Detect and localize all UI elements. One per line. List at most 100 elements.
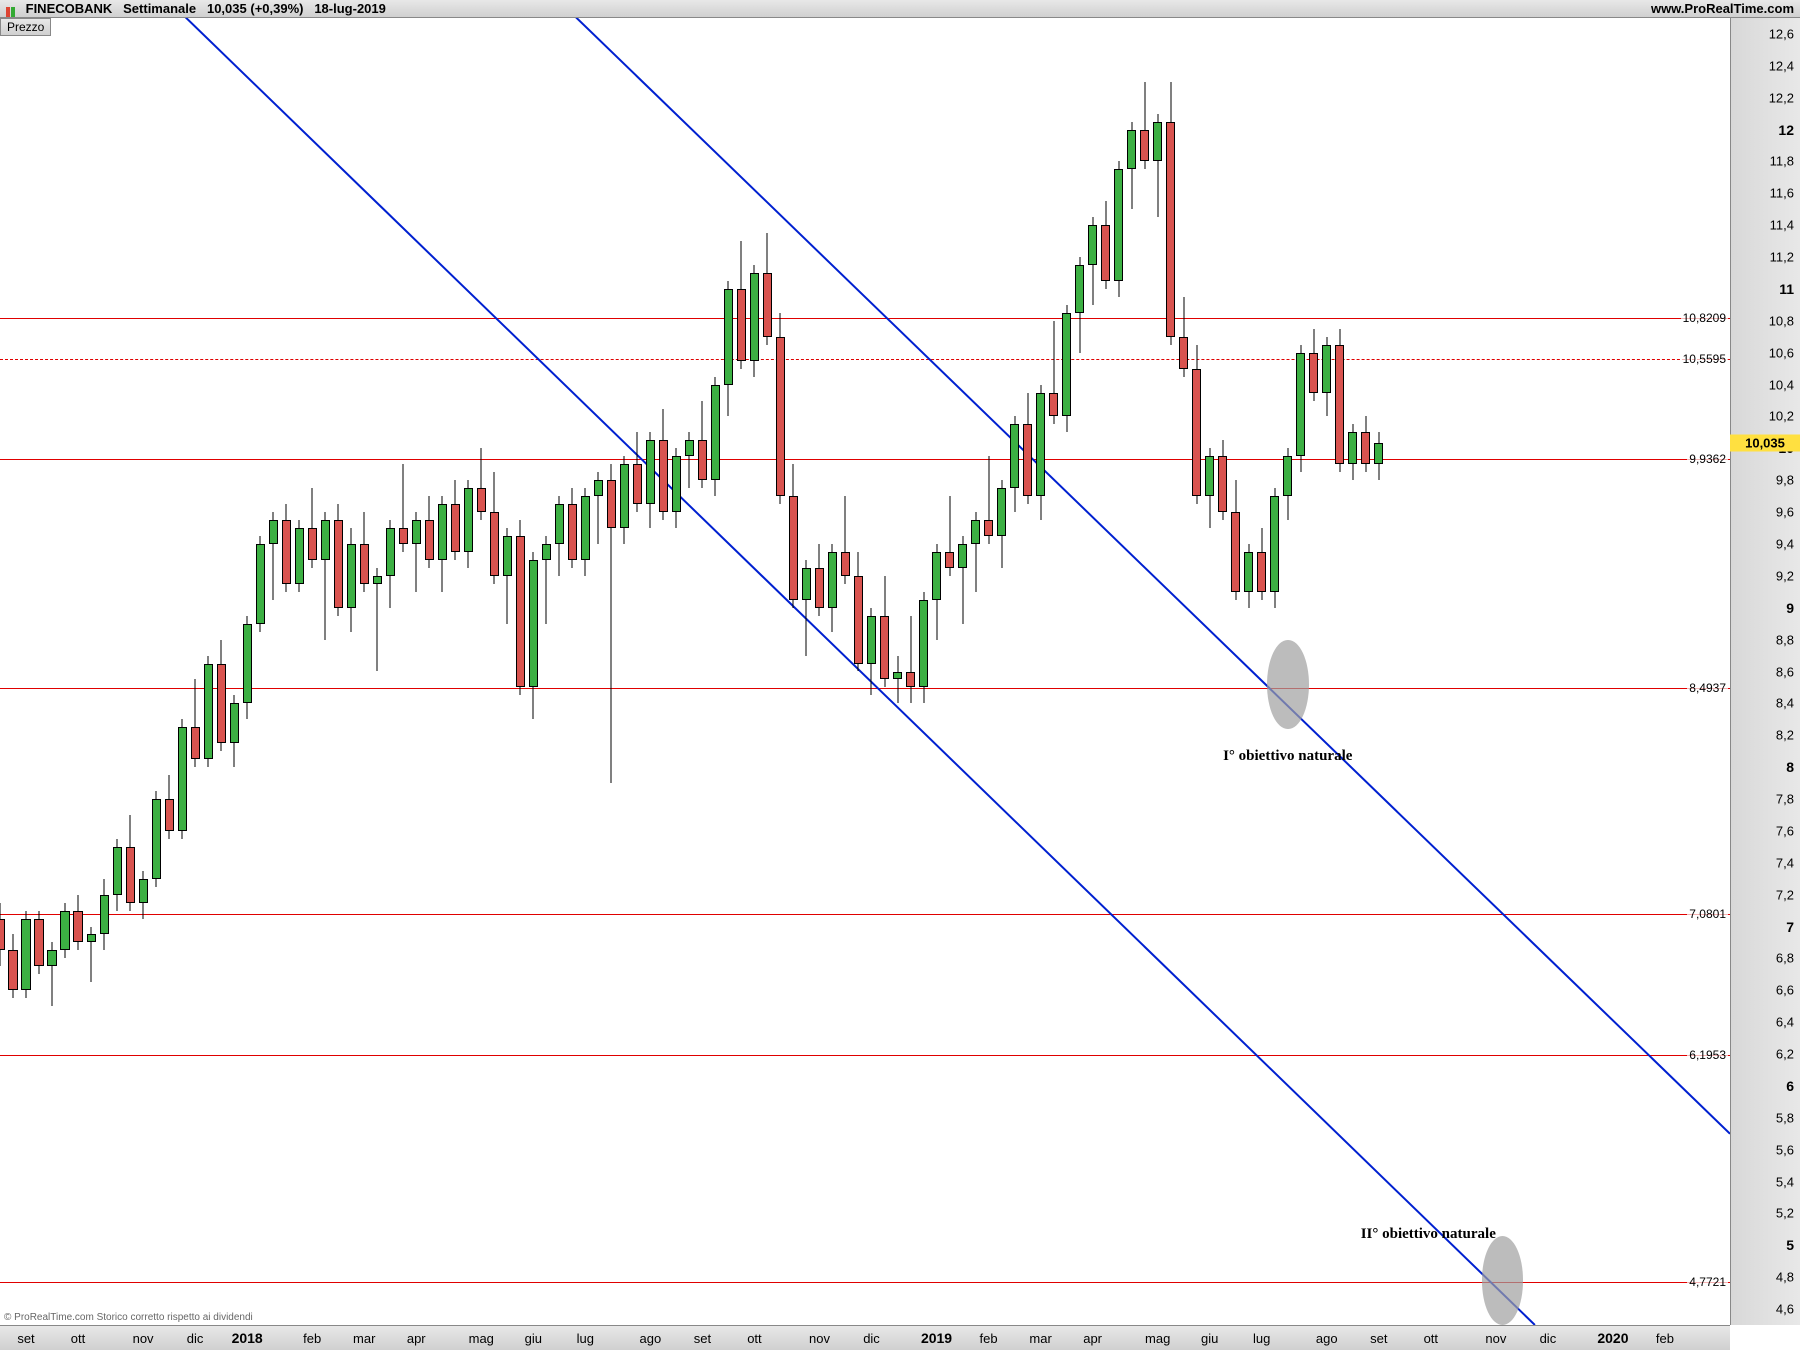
candlestick[interactable] — [1101, 18, 1110, 1325]
candlestick[interactable] — [737, 18, 746, 1325]
candlestick[interactable] — [594, 18, 603, 1325]
candlestick[interactable] — [1062, 18, 1071, 1325]
candlestick[interactable] — [1153, 18, 1162, 1325]
candlestick[interactable] — [906, 18, 915, 1325]
candlestick[interactable] — [503, 18, 512, 1325]
candlestick[interactable] — [1114, 18, 1123, 1325]
candlestick[interactable] — [1166, 18, 1175, 1325]
candlestick[interactable] — [997, 18, 1006, 1325]
candlestick[interactable] — [659, 18, 668, 1325]
y-axis[interactable]: 4,64,855,25,45,65,866,26,46,66,877,27,47… — [1730, 18, 1800, 1325]
site-link[interactable]: www.ProRealTime.com — [1651, 1, 1794, 16]
candlestick[interactable] — [841, 18, 850, 1325]
candlestick[interactable] — [334, 18, 343, 1325]
candlestick[interactable] — [867, 18, 876, 1325]
candlestick[interactable] — [1088, 18, 1097, 1325]
candlestick[interactable] — [633, 18, 642, 1325]
candlestick[interactable] — [607, 18, 616, 1325]
candlestick[interactable] — [230, 18, 239, 1325]
candlestick[interactable] — [555, 18, 564, 1325]
candlestick[interactable] — [295, 18, 304, 1325]
candlestick[interactable] — [1296, 18, 1305, 1325]
candlestick[interactable] — [139, 18, 148, 1325]
candlestick[interactable] — [360, 18, 369, 1325]
candlestick[interactable] — [620, 18, 629, 1325]
candlestick[interactable] — [893, 18, 902, 1325]
candlestick[interactable] — [321, 18, 330, 1325]
candlestick[interactable] — [880, 18, 889, 1325]
candlestick[interactable] — [568, 18, 577, 1325]
candlestick[interactable] — [685, 18, 694, 1325]
candlestick[interactable] — [1049, 18, 1058, 1325]
candlestick[interactable] — [243, 18, 252, 1325]
candlestick[interactable] — [386, 18, 395, 1325]
candlestick[interactable] — [698, 18, 707, 1325]
candlestick[interactable] — [763, 18, 772, 1325]
candlestick[interactable] — [971, 18, 980, 1325]
candlestick[interactable] — [282, 18, 291, 1325]
candlestick[interactable] — [802, 18, 811, 1325]
candlestick[interactable] — [581, 18, 590, 1325]
candlestick[interactable] — [217, 18, 226, 1325]
candlestick[interactable] — [8, 18, 17, 1325]
candlestick[interactable] — [1244, 18, 1253, 1325]
candlestick[interactable] — [1270, 18, 1279, 1325]
candlestick[interactable] — [47, 18, 56, 1325]
candlestick[interactable] — [1192, 18, 1201, 1325]
candlestick[interactable] — [1127, 18, 1136, 1325]
candlestick[interactable] — [529, 18, 538, 1325]
candlestick[interactable] — [854, 18, 863, 1325]
candlestick[interactable] — [1036, 18, 1045, 1325]
candlestick[interactable] — [399, 18, 408, 1325]
candlestick[interactable] — [464, 18, 473, 1325]
candlestick[interactable] — [1023, 18, 1032, 1325]
candlestick[interactable] — [490, 18, 499, 1325]
candlestick[interactable] — [542, 18, 551, 1325]
candlestick[interactable] — [477, 18, 486, 1325]
candlestick[interactable] — [672, 18, 681, 1325]
candlestick[interactable] — [60, 18, 69, 1325]
candlestick[interactable] — [1322, 18, 1331, 1325]
candlestick[interactable] — [438, 18, 447, 1325]
candlestick[interactable] — [1205, 18, 1214, 1325]
candlestick[interactable] — [373, 18, 382, 1325]
candlestick[interactable] — [0, 18, 5, 1325]
candlestick[interactable] — [1335, 18, 1344, 1325]
candlestick[interactable] — [347, 18, 356, 1325]
candlestick[interactable] — [1179, 18, 1188, 1325]
candlestick[interactable] — [1257, 18, 1266, 1325]
candlestick[interactable] — [1374, 18, 1383, 1325]
candlestick[interactable] — [932, 18, 941, 1325]
candlestick[interactable] — [21, 18, 30, 1325]
candlestick[interactable] — [308, 18, 317, 1325]
candlestick[interactable] — [126, 18, 135, 1325]
candlestick[interactable] — [204, 18, 213, 1325]
candlestick[interactable] — [73, 18, 82, 1325]
candlestick[interactable] — [113, 18, 122, 1325]
candlestick[interactable] — [256, 18, 265, 1325]
candlestick[interactable] — [789, 18, 798, 1325]
candlestick[interactable] — [1361, 18, 1370, 1325]
candlestick[interactable] — [750, 18, 759, 1325]
candlestick[interactable] — [1309, 18, 1318, 1325]
candlestick[interactable] — [1283, 18, 1292, 1325]
target-ellipse[interactable] — [1482, 1236, 1524, 1325]
candlestick[interactable] — [1231, 18, 1240, 1325]
candlestick[interactable] — [1075, 18, 1084, 1325]
candlestick[interactable] — [1010, 18, 1019, 1325]
candlestick[interactable] — [178, 18, 187, 1325]
candlestick[interactable] — [711, 18, 720, 1325]
candlestick[interactable] — [1348, 18, 1357, 1325]
candlestick[interactable] — [191, 18, 200, 1325]
candlestick[interactable] — [646, 18, 655, 1325]
candlestick[interactable] — [516, 18, 525, 1325]
candlestick[interactable] — [34, 18, 43, 1325]
candlestick[interactable] — [412, 18, 421, 1325]
candlestick[interactable] — [165, 18, 174, 1325]
candlestick[interactable] — [152, 18, 161, 1325]
candlestick[interactable] — [945, 18, 954, 1325]
chart-area[interactable]: 10,820910,55959,93628,49377,08016,19534,… — [0, 18, 1730, 1325]
candlestick[interactable] — [269, 18, 278, 1325]
candlestick[interactable] — [815, 18, 824, 1325]
candlestick[interactable] — [724, 18, 733, 1325]
